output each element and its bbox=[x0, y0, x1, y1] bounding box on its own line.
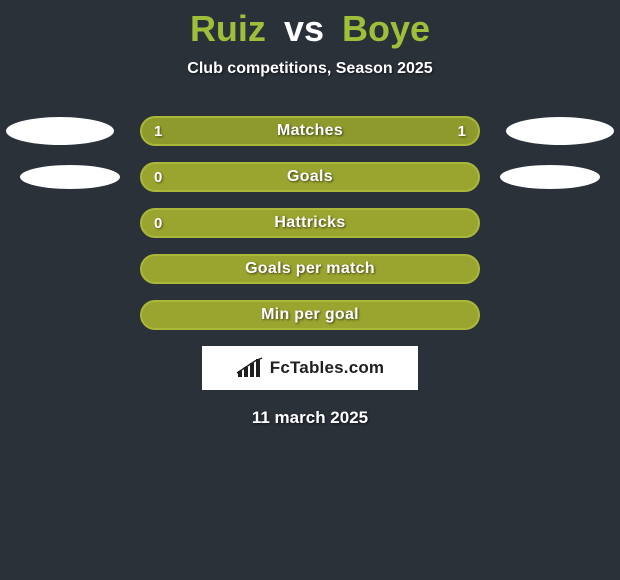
logo-card: FcTables.com bbox=[202, 346, 418, 390]
player1-name: Ruiz bbox=[190, 8, 266, 49]
player2-name: Boye bbox=[342, 8, 430, 49]
bar-wrap: 0Hattricks bbox=[140, 208, 480, 238]
logo-text: FcTables.com bbox=[270, 358, 385, 378]
vs-text: vs bbox=[284, 8, 324, 49]
stat-label: Min per goal bbox=[142, 302, 478, 328]
stat-bar: 0Hattricks bbox=[140, 208, 480, 238]
stat-row: Goals per match bbox=[0, 254, 620, 284]
ellipse-left bbox=[6, 117, 114, 145]
date-text: 11 march 2025 bbox=[0, 408, 620, 428]
bar-wrap: Min per goal bbox=[140, 300, 480, 330]
subtitle: Club competitions, Season 2025 bbox=[0, 60, 620, 78]
stat-bar: Goals per match bbox=[140, 254, 480, 284]
stat-row: Min per goal bbox=[0, 300, 620, 330]
stat-label: Matches bbox=[142, 118, 478, 144]
bar-wrap: 11Matches bbox=[140, 116, 480, 146]
bar-wrap: Goals per match bbox=[140, 254, 480, 284]
stat-bar: 11Matches bbox=[140, 116, 480, 146]
bars-icon bbox=[236, 357, 264, 379]
stat-row: 0Goals bbox=[0, 162, 620, 192]
stat-label: Goals bbox=[142, 164, 478, 190]
ellipse-right bbox=[500, 165, 600, 189]
stat-rows: 11Matches 0Goals 0Hattricks Goals per match… bbox=[0, 116, 620, 330]
bar-wrap: 0Goals bbox=[140, 162, 480, 192]
ellipse-left bbox=[20, 165, 120, 189]
stat-label: Goals per match bbox=[142, 256, 478, 282]
stat-bar: Min per goal bbox=[140, 300, 480, 330]
stat-bar: 0Goals bbox=[140, 162, 480, 192]
ellipse-right bbox=[506, 117, 614, 145]
page-title: Ruiz vs Boye bbox=[0, 0, 620, 54]
stat-row: 11Matches bbox=[0, 116, 620, 146]
stat-label: Hattricks bbox=[142, 210, 478, 236]
stat-row: 0Hattricks bbox=[0, 208, 620, 238]
